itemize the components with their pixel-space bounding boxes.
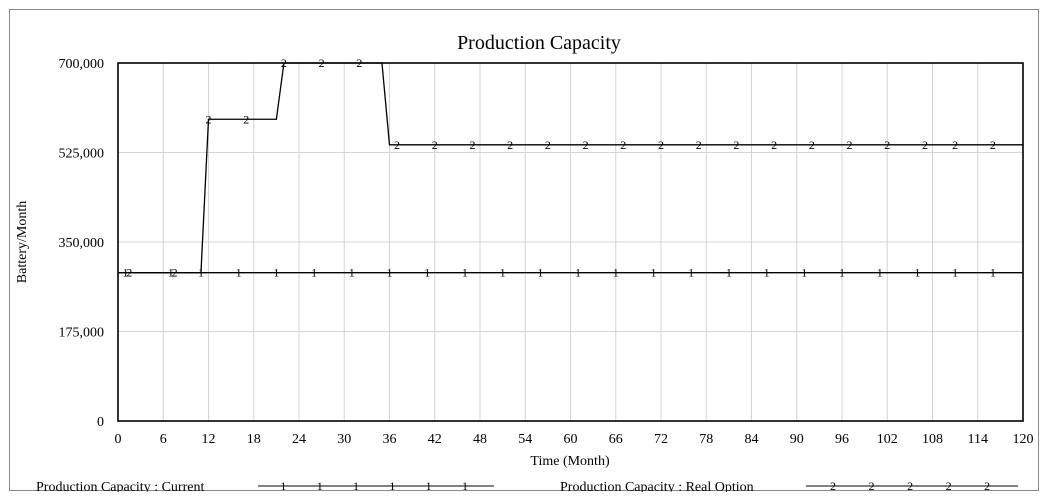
series-1-marker: 1 (236, 266, 242, 280)
x-tick-label: 78 (699, 432, 713, 447)
y-axis-ticks: 0 175,000 350,000 525,000 700,000 (59, 57, 105, 430)
series-1-marker: 1 (688, 266, 694, 280)
series-2-marker: 2 (952, 138, 958, 152)
legend-marker-2: 2 (907, 479, 913, 492)
x-tick-label: 18 (247, 432, 261, 447)
x-axis-ticks: 0 6 12 18 24 30 36 42 48 54 60 66 72 78 84 90 96 102 108 11… (115, 432, 1034, 447)
series-1-marker: 1 (914, 266, 920, 280)
series-1-marker: 1 (311, 266, 317, 280)
series-2-marker: 2 (126, 266, 132, 280)
x-tick-label: 120 (1013, 432, 1034, 447)
x-tick-label: 108 (922, 432, 943, 447)
x-tick-label: 36 (383, 432, 397, 447)
legend-marker-2: 2 (830, 479, 836, 492)
y-tick-label: 350,000 (59, 236, 105, 251)
series-2-marker: 2 (507, 138, 513, 152)
series-1-marker: 1 (726, 266, 732, 280)
y-tick-label: 0 (97, 415, 104, 430)
plot-area-border (117, 62, 1024, 422)
series-2-marker: 2 (319, 56, 325, 70)
series-2-marker: 2 (990, 138, 996, 152)
series-2-marker: 2 (733, 138, 739, 152)
x-tick-label: 48 (473, 432, 487, 447)
series-1-marker: 1 (839, 266, 845, 280)
legend-marker-1: 1 (280, 479, 286, 492)
y-tick-label: 525,000 (59, 147, 105, 162)
y-tick-label: 700,000 (59, 57, 105, 72)
x-tick-label: 114 (968, 432, 988, 447)
series-2-marker: 2 (432, 138, 438, 152)
series-1-marker: 1 (952, 266, 958, 280)
series-line-2 (118, 62, 1023, 274)
series-1-marker: 1 (764, 266, 770, 280)
series-1-marker: 1 (537, 266, 543, 280)
x-axis-label: Time (Month) (530, 454, 610, 469)
series-2-marker: 2 (922, 138, 928, 152)
x-tick-label: 84 (745, 432, 759, 447)
x-tick-label: 0 (115, 432, 122, 447)
series-2-marker: 2 (545, 138, 551, 152)
x-tick-label: 30 (337, 432, 351, 447)
series-1-marker: 1 (575, 266, 581, 280)
series-1-marker: 1 (500, 266, 506, 280)
series-1-marker: 1 (273, 266, 279, 280)
series-1-marker: 1 (349, 266, 355, 280)
series-2-marker: 2 (847, 138, 853, 152)
x-tick-label: 6 (160, 432, 167, 447)
legend-marker-2: 2 (869, 479, 875, 492)
series-2-marker: 2 (620, 138, 626, 152)
series-2-marker: 2 (356, 56, 362, 70)
legend: Production Capacity : Current 1 1 1 1 1 1 Produ… (36, 479, 1018, 492)
series-2-marker: 2 (206, 112, 212, 126)
series-1-marker: 1 (387, 266, 393, 280)
x-tick-label: 12 (202, 432, 216, 447)
series-1-marker: 1 (990, 266, 996, 280)
series-2-marker: 2 (658, 138, 664, 152)
series-2-marker: 2 (172, 266, 178, 280)
legend-label-2: Production Capacity : Real Option (560, 480, 754, 492)
series-2-marker: 2 (243, 112, 249, 126)
series-lines: 1 1 1 1 1 1 1 1 1 1 1 1 1 1 1 1 1 1 1 1 1 1 1 12 22 22 2 22 2 2 2 2 2 2 2 2… (118, 56, 1023, 280)
legend-marker-2: 2 (946, 479, 952, 492)
series-2-marker: 2 (809, 138, 815, 152)
series-2-marker: 2 (281, 56, 287, 70)
x-tick-label: 102 (877, 432, 898, 447)
series-1-marker: 1 (877, 266, 883, 280)
series-1-marker: 1 (613, 266, 619, 280)
series-1-marker: 1 (650, 266, 656, 280)
legend-marker-1: 1 (317, 479, 323, 492)
chart-title: Production Capacity (457, 32, 621, 54)
legend-marker-1: 1 (353, 479, 359, 492)
x-tick-label: 42 (428, 432, 442, 447)
legend-marker-1: 1 (426, 479, 432, 492)
series-2-marker: 2 (394, 138, 400, 152)
series-2-marker: 2 (884, 138, 890, 152)
legend-marker-1: 1 (462, 479, 468, 492)
x-tick-label: 72 (654, 432, 668, 447)
x-tick-label: 60 (564, 432, 578, 447)
x-tick-label: 66 (609, 432, 623, 447)
grid-lines (118, 63, 1023, 421)
y-axis-label: Battery/Month (15, 201, 30, 283)
series-2-marker: 2 (696, 138, 702, 152)
production-capacity-chart: Production Capacity 0 175,000 350,000 525,0… (15, 32, 1034, 492)
series-2-marker: 2 (583, 138, 589, 152)
legend-marker-1: 1 (389, 479, 395, 492)
x-tick-label: 90 (790, 432, 804, 447)
legend-label-1: Production Capacity : Current (36, 480, 204, 492)
series-1-marker: 1 (424, 266, 430, 280)
series-1-marker: 1 (801, 266, 807, 280)
chart-frame: Production Capacity 0 175,000 350,000 525,0… (9, 9, 1039, 492)
x-tick-label: 24 (292, 432, 306, 447)
series-2-marker: 2 (771, 138, 777, 152)
x-tick-label: 54 (518, 432, 532, 447)
series-2-marker: 2 (469, 138, 475, 152)
series-1-marker: 1 (462, 266, 468, 280)
legend-marker-2: 2 (984, 479, 990, 492)
y-tick-label: 175,000 (59, 326, 105, 341)
x-tick-label: 96 (835, 432, 849, 447)
